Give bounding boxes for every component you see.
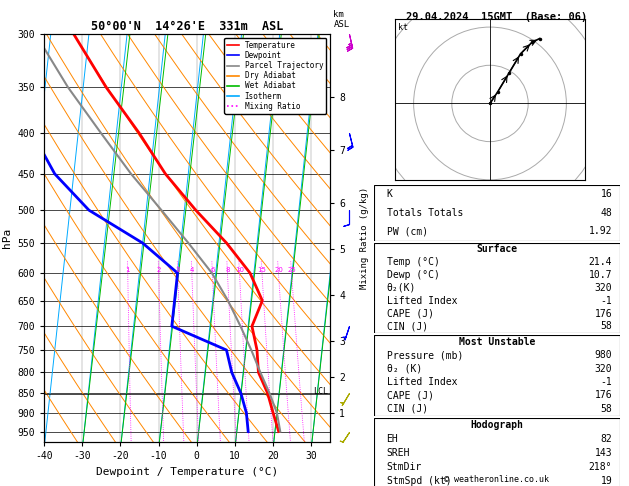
Text: 58: 58 (601, 321, 612, 331)
Text: -1: -1 (601, 377, 612, 387)
Text: 6: 6 (210, 267, 214, 273)
Text: 1.92: 1.92 (589, 226, 612, 236)
Text: PW (cm): PW (cm) (386, 226, 428, 236)
Text: 58: 58 (601, 404, 612, 414)
Text: Lifted Index: Lifted Index (386, 377, 457, 387)
Text: StmDir: StmDir (386, 462, 422, 472)
Text: Lifted Index: Lifted Index (386, 296, 457, 306)
Text: 980: 980 (594, 350, 612, 361)
Text: 143: 143 (594, 448, 612, 458)
Text: kt: kt (398, 23, 408, 32)
Text: 48: 48 (601, 208, 612, 218)
Text: 320: 320 (594, 283, 612, 293)
Text: CIN (J): CIN (J) (386, 321, 428, 331)
Text: Mixing Ratio (g/kg): Mixing Ratio (g/kg) (360, 187, 369, 289)
Text: 3: 3 (175, 267, 180, 273)
Text: Surface: Surface (476, 244, 518, 255)
Text: 29.04.2024  15GMT  (Base: 06): 29.04.2024 15GMT (Base: 06) (406, 12, 587, 22)
Text: -1: -1 (601, 296, 612, 306)
Text: 19: 19 (601, 476, 612, 486)
Text: K: K (386, 189, 392, 199)
Text: CAPE (J): CAPE (J) (386, 309, 433, 319)
Text: 10.7: 10.7 (589, 270, 612, 280)
Text: Pressure (mb): Pressure (mb) (386, 350, 463, 361)
Text: 20: 20 (274, 267, 283, 273)
Text: 15: 15 (257, 267, 267, 273)
Text: CIN (J): CIN (J) (386, 404, 428, 414)
Text: 16: 16 (601, 189, 612, 199)
Text: Most Unstable: Most Unstable (459, 337, 535, 347)
Y-axis label: hPa: hPa (2, 228, 12, 248)
Text: Hodograph: Hodograph (470, 420, 523, 430)
Text: 320: 320 (594, 364, 612, 374)
Text: 25: 25 (287, 267, 296, 273)
Text: 82: 82 (601, 434, 612, 444)
Text: 4: 4 (189, 267, 194, 273)
Text: 1: 1 (126, 267, 130, 273)
Text: Dewp (°C): Dewp (°C) (386, 270, 440, 280)
Legend: Temperature, Dewpoint, Parcel Trajectory, Dry Adiabat, Wet Adiabat, Isotherm, Mi: Temperature, Dewpoint, Parcel Trajectory… (224, 38, 326, 114)
Text: θ₂ (K): θ₂ (K) (386, 364, 422, 374)
X-axis label: Dewpoint / Temperature (°C): Dewpoint / Temperature (°C) (96, 467, 278, 477)
Text: Temp (°C): Temp (°C) (386, 257, 440, 267)
Text: 8: 8 (225, 267, 230, 273)
Title: 50°00'N  14°26'E  331m  ASL: 50°00'N 14°26'E 331m ASL (91, 20, 283, 33)
Text: 176: 176 (594, 309, 612, 319)
Text: θ₂(K): θ₂(K) (386, 283, 416, 293)
Text: StmSpd (kt): StmSpd (kt) (386, 476, 451, 486)
Text: © weatheronline.co.uk: © weatheronline.co.uk (445, 474, 549, 484)
Text: 21.4: 21.4 (589, 257, 612, 267)
Text: 218°: 218° (589, 462, 612, 472)
Text: 2: 2 (157, 267, 161, 273)
Text: 10: 10 (235, 267, 244, 273)
Text: km
ASL: km ASL (333, 10, 350, 29)
Text: LCL: LCL (313, 387, 328, 396)
Text: Totals Totals: Totals Totals (386, 208, 463, 218)
Text: 176: 176 (594, 390, 612, 400)
Text: CAPE (J): CAPE (J) (386, 390, 433, 400)
Text: EH: EH (386, 434, 398, 444)
Text: SREH: SREH (386, 448, 410, 458)
